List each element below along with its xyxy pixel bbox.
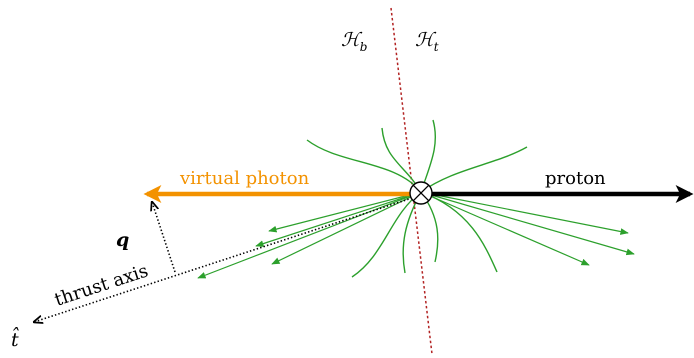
proton-label: proton (545, 168, 606, 189)
radiation-curve (420, 146, 528, 193)
interaction-vertex-icon (409, 181, 433, 205)
hemisphere-divider (390, 7, 433, 355)
hemisphere-target-label: ℋt (415, 29, 439, 54)
q-vector-line (152, 202, 176, 273)
hemisphere-beam-label: ℋb (341, 29, 367, 54)
radiation-arrow (271, 191, 422, 265)
q-vector-label: q (116, 229, 129, 251)
radiation-arrows (197, 191, 635, 279)
thrust-axis-label: thrust axis (52, 260, 151, 310)
thrust-axis-line (34, 197, 413, 322)
radiation-curve (306, 139, 422, 193)
radiation-curve (420, 191, 498, 273)
radiation-arrow (420, 191, 590, 266)
radiation-curve (420, 119, 437, 193)
t-hat-label: t̂ (11, 326, 19, 351)
virtual-photon-label: virtual photon (179, 168, 310, 189)
radiation-arrow (197, 191, 422, 279)
radiation-arrow (420, 191, 629, 235)
radiation-arrow (255, 191, 422, 247)
radiation-arrow (268, 191, 422, 233)
radiation-arrow (420, 191, 635, 256)
radiation-curve (381, 127, 422, 193)
